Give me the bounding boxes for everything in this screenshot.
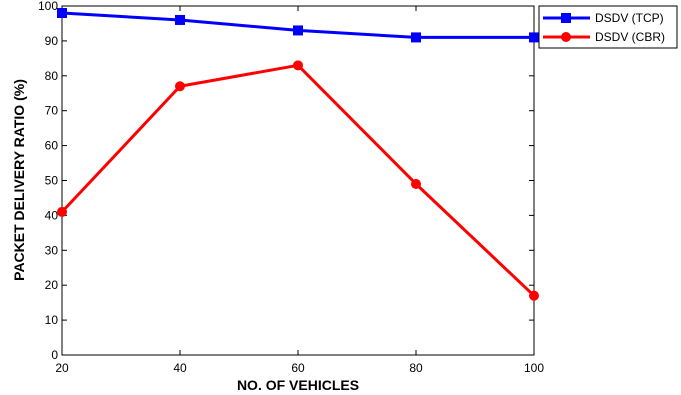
y-tick-label: 60 [45, 139, 59, 153]
legend-label-cbr: DSDV (CBR) [595, 30, 665, 44]
y-tick-label: 80 [45, 69, 59, 83]
y-tick-label: 100 [38, 0, 58, 13]
y-axis-label: PACKET DELIVERY RATIO (%) [11, 79, 27, 281]
x-tick-label: 100 [524, 361, 544, 375]
y-tick-label: 40 [45, 208, 59, 222]
data-point-cbr [411, 178, 421, 189]
y-tick-label: 10 [45, 313, 59, 327]
data-point-cbr [57, 206, 67, 217]
data-point-tcp [57, 7, 67, 18]
plot-area [61, 5, 535, 356]
y-tick-label: 20 [45, 278, 59, 292]
legend-label-tcp: DSDV (TCP) [595, 11, 664, 25]
data-point-tcp [529, 32, 539, 43]
y-tick-label: 70 [45, 104, 59, 118]
legend-marker-cbr [561, 32, 571, 42]
x-axis-label: NO. OF VEHICLES [237, 377, 359, 393]
axis-ticks: 20 40 60 80 100 0 10 20 30 40 50 60 70 80 90 100 [38, 0, 544, 375]
data-point-cbr [175, 81, 185, 92]
data-point-tcp [411, 32, 421, 43]
y-tick-label: 0 [51, 348, 58, 362]
x-tick-label: 80 [409, 361, 423, 375]
x-tick-label: 20 [55, 361, 69, 375]
data-point-tcp [175, 14, 185, 25]
y-tick-label: 50 [45, 174, 59, 188]
data-point-cbr [293, 60, 303, 71]
legend: DSDV (TCP) DSDV (CBR) [538, 5, 678, 49]
data-point-tcp [293, 25, 303, 36]
x-tick-label: 60 [291, 361, 305, 375]
series-layer [57, 7, 539, 301]
legend-marker-tcp [561, 13, 571, 23]
y-tick-label: 30 [45, 243, 59, 257]
y-tick-label: 90 [45, 34, 59, 48]
x-tick-label: 40 [173, 361, 187, 375]
data-point-cbr [529, 290, 539, 301]
